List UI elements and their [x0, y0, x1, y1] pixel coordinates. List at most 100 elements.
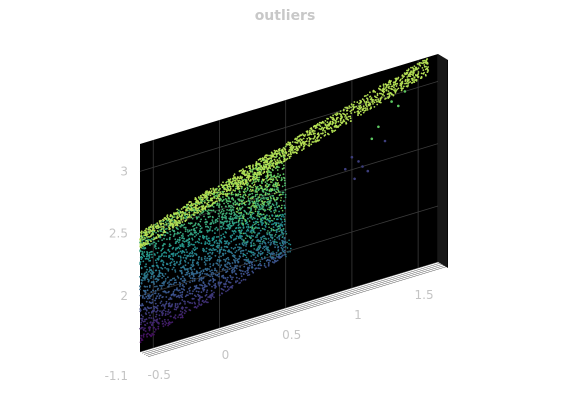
data-point [282, 232, 285, 235]
data-point [225, 257, 228, 260]
data-point [234, 217, 237, 220]
data-point [239, 235, 242, 238]
data-point [244, 242, 246, 245]
data-point [168, 255, 171, 257]
data-point [280, 229, 283, 231]
data-point [245, 200, 248, 203]
data-point [359, 101, 362, 104]
data-point [247, 187, 249, 190]
data-point [163, 318, 166, 321]
data-point [242, 273, 245, 275]
data-point [251, 204, 254, 207]
data-point [139, 263, 142, 266]
data-point [387, 81, 390, 83]
data-point [279, 174, 282, 177]
data-point [205, 194, 207, 197]
data-point [177, 209, 180, 212]
data-point [157, 226, 160, 229]
data-point [229, 265, 232, 268]
data-point [274, 246, 276, 249]
data-point [164, 221, 167, 224]
data-point [147, 228, 150, 231]
data-point [233, 211, 235, 214]
data-point [155, 269, 158, 272]
data-point [343, 113, 346, 116]
data-point [283, 223, 286, 226]
data-point [353, 101, 356, 103]
data-point [237, 183, 240, 186]
data-point [200, 218, 203, 221]
data-point [157, 275, 160, 278]
data-point [256, 227, 259, 229]
data-point [256, 193, 259, 196]
data-point [140, 338, 143, 341]
data-point [188, 204, 191, 207]
data-point [220, 183, 223, 186]
data-point [266, 176, 269, 178]
data-point [200, 279, 203, 282]
data-point [268, 154, 270, 157]
data-point [169, 315, 172, 318]
data-point [212, 263, 215, 265]
data-point [265, 184, 267, 186]
data-point [238, 257, 241, 260]
data-point [276, 179, 279, 182]
data-point [412, 78, 414, 80]
data-point [162, 261, 165, 264]
data-point [199, 273, 202, 276]
data-point [214, 269, 217, 271]
data-point [260, 187, 263, 190]
data-point [403, 85, 405, 88]
data-point [283, 204, 286, 207]
data-point [240, 185, 242, 188]
data-point [204, 263, 207, 266]
data-point [167, 324, 170, 327]
data-point [294, 148, 297, 151]
data-point [286, 241, 288, 244]
data-point [170, 321, 172, 324]
data-point [276, 169, 279, 171]
data-point [219, 281, 222, 284]
data-point [203, 261, 206, 264]
data-point [176, 215, 179, 218]
data-point [269, 217, 271, 219]
data-point [215, 239, 218, 242]
data-point [179, 231, 182, 234]
data-point [277, 222, 280, 225]
data-point [231, 267, 233, 269]
data-point [148, 307, 151, 310]
data-point [249, 231, 252, 233]
data-point [345, 122, 347, 125]
data-point [221, 218, 224, 221]
data-point [226, 184, 229, 187]
data-point [158, 221, 161, 223]
data-point [277, 173, 279, 175]
data-point [163, 229, 166, 232]
data-point [172, 226, 174, 229]
data-point [206, 289, 209, 292]
data-point [172, 225, 175, 227]
data-point [148, 270, 150, 273]
depth-line [141, 262, 441, 354]
data-point [191, 262, 194, 264]
data-point [156, 288, 159, 291]
data-point [276, 259, 279, 262]
data-point [273, 217, 276, 220]
data-point [253, 242, 255, 245]
data-point [352, 108, 355, 111]
data-point [140, 317, 143, 320]
data-point [226, 192, 229, 195]
data-point [208, 199, 211, 202]
data-point [179, 310, 182, 313]
data-point [174, 302, 177, 305]
data-point [232, 276, 234, 279]
data-point [183, 268, 186, 270]
data-point [172, 266, 175, 269]
data-point [348, 105, 351, 108]
data-point [161, 314, 164, 317]
data-point [218, 256, 220, 258]
data-point [189, 277, 192, 279]
data-point [248, 190, 251, 192]
data-point [187, 262, 190, 264]
